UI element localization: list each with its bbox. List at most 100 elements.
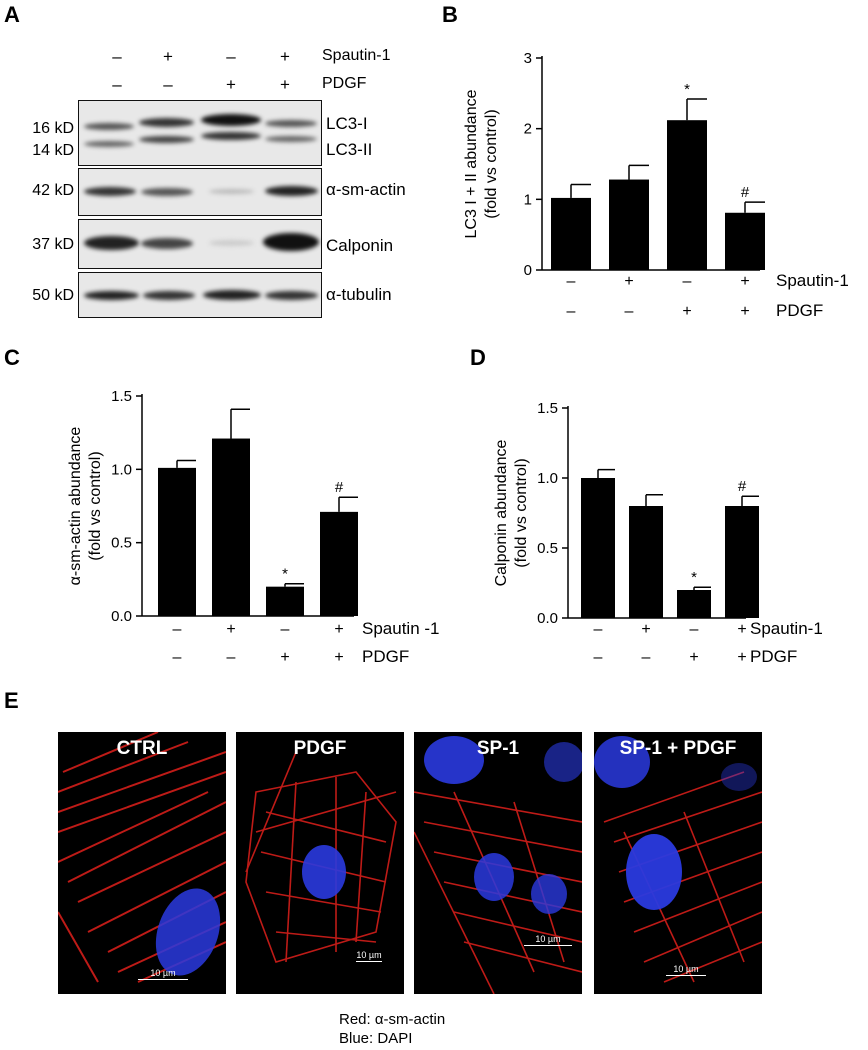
chart-b-bar-3	[667, 120, 707, 270]
blot-lc3-label-lower: LC3-II	[326, 140, 373, 159]
blot-row2-sign-1: –	[112, 75, 122, 94]
chart-d-ytick-label: 1.0	[537, 470, 558, 487]
micrograph-sp1-pdgf: SP-1 + PDGF 10 µm	[594, 732, 762, 994]
blot-tubulin-kd: 50 kD	[32, 287, 74, 304]
blot-lc3-label-upper: LC3-I	[326, 114, 368, 133]
chart-d-bar-3	[677, 590, 711, 618]
blot-row2-sign-2: –	[163, 75, 173, 94]
chart-b-ytick-label: 0	[524, 262, 532, 279]
chart-c: 0.0 0.5 1.0 1.5 α-sm-actin abundance (fold vs…	[67, 388, 440, 666]
micrograph-sp1-pdgf-scale-label: 10 µm	[673, 964, 699, 974]
chart-d-row2-sign-3: +	[689, 649, 698, 666]
chart-d-row2-sign-1: –	[594, 649, 603, 666]
micrograph-sp1-title: SP-1	[476, 738, 520, 759]
chart-d-ytick-label: 0.5	[537, 540, 558, 557]
chart-c-ylabel-line-2: (fold vs control)	[87, 451, 104, 560]
chart-d: 0.0 0.5 1.0 1.5 Calponin abundance (fold vs c…	[493, 400, 823, 666]
blot-row2-sign-4: +	[280, 75, 290, 94]
chart-c-row2-sign-4: +	[334, 649, 343, 666]
blot-lc3-kd-lower: 14 kD	[32, 142, 74, 159]
chart-c-ytick-label: 1.0	[111, 461, 132, 478]
micrograph-ctrl-scalebar: 10 µm	[138, 968, 188, 980]
chart-c-row2-sign-3: +	[280, 649, 289, 666]
chart-d-row2-sign-4: +	[737, 649, 746, 666]
chart-d-annotation-3: *	[691, 569, 697, 586]
chart-c-bar-1	[158, 467, 196, 616]
micrograph-ctrl-scale-label: 10 µm	[150, 968, 176, 978]
chart-d-row1-sign-2: +	[641, 621, 650, 638]
blot-row1-sign-4: +	[280, 47, 290, 66]
legend-blue: Blue: DAPI	[339, 1030, 413, 1047]
chart-d-bar-2	[629, 506, 663, 618]
chart-c-row1-sign-4: +	[334, 621, 343, 638]
blot-row2-label: PDGF	[322, 75, 367, 92]
blot-calponin-label: Calponin	[326, 236, 394, 255]
micrograph-pdgf-title: PDGF	[293, 738, 347, 759]
chart-d-row1-label: Spautin-1	[750, 619, 823, 638]
panel-label-d: D	[470, 345, 486, 370]
micrograph-ctrl: CTRL 10 µm	[58, 732, 226, 994]
chart-b-ylabel-line-1: LC3 I + II abundance	[463, 89, 480, 238]
chart-b-annotation-3: *	[684, 81, 690, 98]
blot-row1-sign-1: –	[112, 47, 122, 66]
blot-lc3	[78, 100, 322, 166]
chart-b-ytick-label: 2	[524, 121, 532, 138]
chart-b-bar-2	[609, 179, 649, 270]
blot-calponin	[78, 219, 322, 269]
chart-c-row2-sign-2: –	[227, 649, 236, 666]
panel-label-b: B	[442, 2, 458, 27]
chart-c-bar-3	[266, 586, 304, 616]
blot-sm-actin-label: α-sm-actin	[326, 180, 406, 199]
chart-d-row1-sign-4: +	[737, 621, 746, 638]
micrograph-pdgf-scalebar: 10 µm	[356, 950, 382, 962]
chart-d-row1-sign-1: –	[594, 621, 603, 638]
chart-d-ytick-label: 1.5	[537, 400, 558, 417]
panel-label-a: A	[4, 2, 20, 27]
chart-d-bar-4	[725, 506, 759, 618]
chart-b-annotation-4: #	[741, 184, 750, 201]
chart-c-row2-sign-1: –	[173, 649, 182, 666]
chart-d-bar-1	[581, 478, 615, 618]
micrograph-pdgf: PDGF 10 µm	[236, 732, 404, 994]
micrograph-sp1: SP-1 10 µm	[414, 732, 582, 994]
chart-d-row2-sign-2: –	[642, 649, 651, 666]
chart-b-row2-label: PDGF	[776, 301, 823, 320]
blot-sm-actin-kd: 42 kD	[32, 182, 74, 199]
chart-d-ylabel-line-1: Calponin abundance	[493, 440, 510, 587]
blot-tubulin	[78, 272, 322, 318]
blot-row1-sign-2: +	[163, 47, 173, 66]
chart-b-row1-sign-2: +	[624, 273, 633, 290]
chart-b-row2-sign-4: +	[740, 303, 749, 320]
chart-b-row1-sign-3: –	[683, 273, 692, 290]
panel-label-c: C	[4, 345, 20, 370]
legend-red: Red: α-sm-actin	[339, 1011, 446, 1028]
chart-b-row2-sign-2: –	[625, 303, 634, 320]
panel-label-e: E	[4, 688, 19, 713]
blot-sm-actin	[78, 168, 322, 216]
chart-c-row1-sign-3: –	[281, 621, 290, 638]
chart-b-bar-4	[725, 212, 765, 270]
chart-c-annotation-4: #	[335, 479, 344, 496]
chart-c-row1-sign-1: –	[173, 621, 182, 638]
chart-b-row1-sign-1: –	[567, 273, 576, 290]
chart-c-ytick-label: 1.5	[111, 388, 132, 405]
blot-tubulin-label: α-tubulin	[326, 285, 392, 304]
micrograph-ctrl-title: CTRL	[116, 738, 168, 759]
stain-legend: Red: α-sm-actin Blue: DAPI	[339, 1010, 445, 1048]
chart-b-row1-sign-4: +	[740, 273, 749, 290]
blot-lc3-kd-upper: 16 kD	[32, 120, 74, 137]
chart-c-ylabel-line-1: α-sm-actin abundance	[67, 427, 84, 586]
chart-c-bar-2	[212, 438, 250, 616]
chart-b-ytick-label: 1	[524, 191, 532, 208]
micrograph-sp1-pdgf-title: SP-1 + PDGF	[619, 738, 737, 759]
chart-c-ytick-label: 0.5	[111, 535, 132, 552]
blot-row2-sign-3: +	[226, 75, 236, 94]
chart-b-ylabel-line-2: (fold vs control)	[483, 109, 500, 218]
chart-b: 0 1 2 3 LC3 I + II abundance (fold vs control…	[463, 50, 849, 320]
blot-row1-sign-3: –	[226, 47, 236, 66]
chart-c-row2-label: PDGF	[362, 647, 409, 666]
chart-d-row1-sign-3: –	[690, 621, 699, 638]
chart-d-annotation-4: #	[738, 478, 747, 495]
micrograph-pdgf-scale-label: 10 µm	[356, 950, 382, 960]
chart-c-row1-sign-2: +	[226, 621, 235, 638]
